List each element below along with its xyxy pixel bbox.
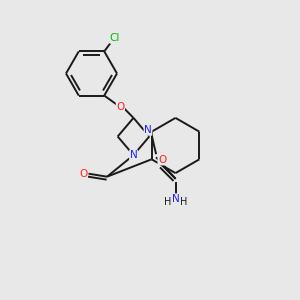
Text: N: N	[144, 125, 152, 135]
Text: Cl: Cl	[110, 33, 120, 43]
Text: H: H	[180, 197, 188, 207]
Text: O: O	[116, 102, 124, 112]
Text: H: H	[164, 197, 171, 207]
Text: O: O	[79, 169, 87, 179]
Text: N: N	[172, 194, 179, 204]
Text: O: O	[158, 155, 166, 165]
Text: N: N	[130, 150, 137, 160]
